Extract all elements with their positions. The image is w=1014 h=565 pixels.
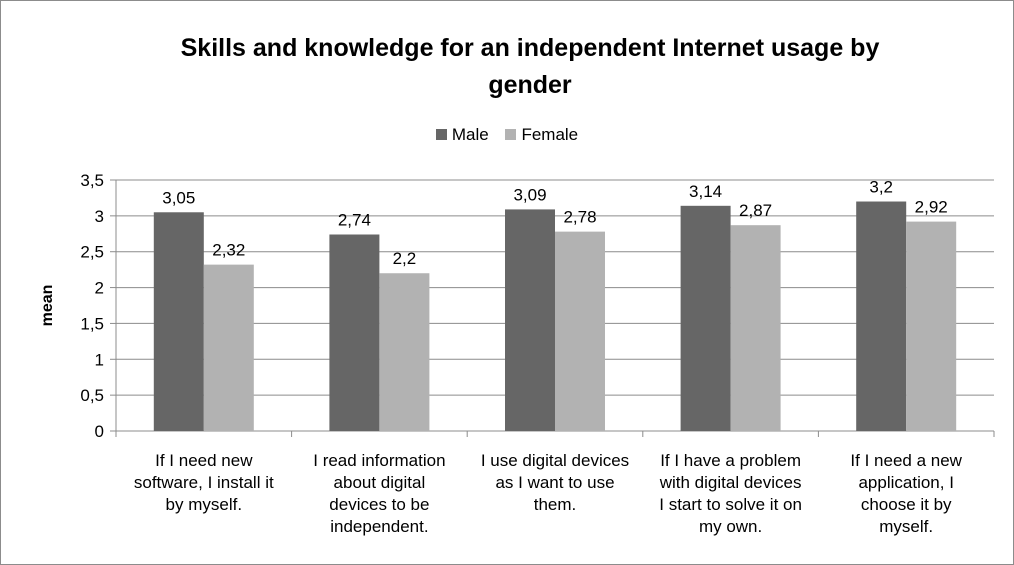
chart-title: Skills and knowledge for an independent … xyxy=(120,30,940,104)
legend: Male Female xyxy=(0,124,1014,145)
y-tick-label: 1,5 xyxy=(80,314,104,333)
bar-female xyxy=(730,225,781,431)
data-label-female: 2,87 xyxy=(739,201,772,220)
y-tick-label: 2 xyxy=(95,279,104,298)
data-label-male: 3,14 xyxy=(689,182,722,201)
legend-label-female: Female xyxy=(521,124,579,144)
x-category-label: If I need new xyxy=(155,451,253,470)
bar-male xyxy=(329,234,380,431)
bar-male xyxy=(856,201,907,431)
y-tick-label: 0 xyxy=(95,422,104,441)
data-label-male: 3,09 xyxy=(513,185,546,204)
data-label-female: 2,92 xyxy=(915,198,948,217)
legend-item-female: Female xyxy=(505,125,578,145)
x-category-label: I read information xyxy=(313,451,445,470)
y-axis-title: mean xyxy=(39,285,56,327)
x-category-label: my own. xyxy=(699,517,762,536)
bar-male xyxy=(153,212,204,431)
y-tick-label: 2,5 xyxy=(80,243,104,262)
legend-item-male: Male xyxy=(435,124,489,145)
bar-female xyxy=(379,273,430,431)
x-category-label: devices to be xyxy=(329,495,429,514)
data-label-female: 2,32 xyxy=(212,241,245,260)
x-category-label: myself. xyxy=(879,517,933,536)
data-label-male: 3,05 xyxy=(162,188,195,207)
data-label-female: 2,78 xyxy=(563,208,596,227)
bar-male xyxy=(505,209,555,431)
x-category-label: software, I install it xyxy=(134,473,274,492)
x-category-label: application, I xyxy=(858,473,953,492)
bar-female xyxy=(203,264,254,431)
x-category-label: them. xyxy=(534,495,577,514)
x-category-label: by myself. xyxy=(166,495,243,514)
legend-swatch-male xyxy=(435,128,447,140)
x-category-label: If I need a new xyxy=(850,451,962,470)
bar-female xyxy=(906,221,957,431)
x-category-label: independent. xyxy=(330,517,428,536)
x-category-label: with digital devices xyxy=(659,473,802,492)
legend-swatch-female xyxy=(505,128,517,140)
x-category-label: I start to solve it on xyxy=(659,495,802,514)
data-label-male: 2,74 xyxy=(338,211,371,230)
chart-title-line-1: Skills and knowledge for an independent … xyxy=(180,34,880,62)
bar-male xyxy=(680,205,731,431)
bar-female xyxy=(555,231,605,431)
x-category-label: choose it by xyxy=(861,495,952,514)
y-tick-label: 3 xyxy=(95,207,104,226)
x-category-label: I use digital devices xyxy=(481,451,629,470)
y-tick-label: 0,5 xyxy=(80,386,104,405)
y-tick-label: 3,5 xyxy=(80,171,104,190)
x-category-label: If I have a problem xyxy=(660,451,801,470)
data-label-female: 2,2 xyxy=(393,249,417,268)
data-label-male: 3,2 xyxy=(869,178,893,197)
x-category-label: as I want to use xyxy=(495,473,614,492)
y-tick-label: 1 xyxy=(95,350,104,369)
x-category-label: about digital xyxy=(334,473,426,492)
legend-label-male: Male xyxy=(451,124,489,144)
chart-title-line-2: gender xyxy=(488,71,572,99)
